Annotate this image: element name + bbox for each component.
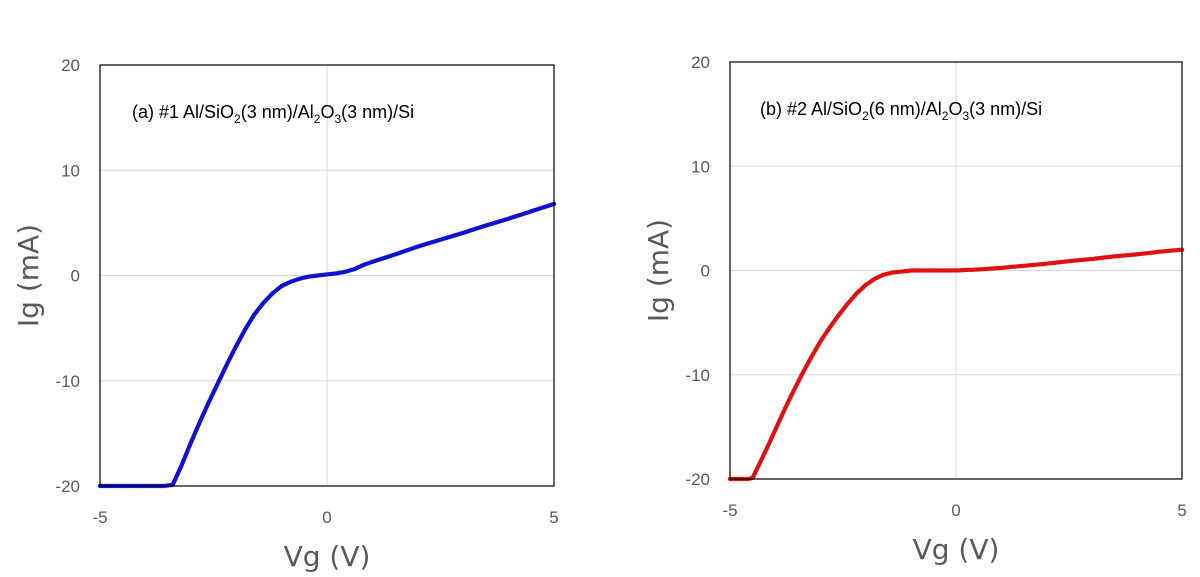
chart-a-x-tick-label: 0 xyxy=(322,508,331,527)
chart-b-annotation-sub3: 3 xyxy=(962,109,969,123)
chart-a-annotation-mid1: (3 nm)/Al xyxy=(241,102,314,122)
chart-b-x-axis-title: Vg (V) xyxy=(913,533,1000,566)
chart-b-y-tick-label: 10 xyxy=(691,157,710,176)
chart-a-annotation-sub2: 2 xyxy=(314,112,321,126)
chart-b-y-tick-label: 0 xyxy=(701,262,710,281)
chart-a-annotation-suffix: (3 nm)/Si xyxy=(341,102,414,122)
chart-b-annotation-mid1: (6 nm)/Al xyxy=(869,99,942,119)
chart-a-plot-frame xyxy=(99,64,555,487)
chart-b-plot-frame xyxy=(729,61,1183,480)
chart-b-annotation-sub1: 2 xyxy=(862,109,869,123)
chart-a-annotation-sub1: 2 xyxy=(234,112,241,126)
chart-b-annotation-sub2: 2 xyxy=(942,109,949,123)
chart-b: 20 10 0 -10 -20 -5 0 5 Ig (mA) Vg (V) (b) #2 A… xyxy=(642,53,1187,566)
chart-a-y-tick-label: 20 xyxy=(61,56,80,75)
chart-b-x-tick-label: 0 xyxy=(951,501,960,520)
chart-a-y-tick-label: -20 xyxy=(55,477,80,496)
chart-b-annotation-mid2: O xyxy=(948,99,962,119)
chart-b-y-tick-label: -20 xyxy=(685,470,710,489)
chart-b-x-tick-label: -5 xyxy=(722,501,737,520)
chart-a-x-tick-label: -5 xyxy=(92,508,107,527)
chart-b-y-tick-label: -10 xyxy=(685,366,710,385)
chart-b-annotation: (b) #2 Al/SiO2(6 nm)/Al2O3(3 nm)/Si xyxy=(760,99,1042,123)
chart-b-y-axis-title: Ig (mA) xyxy=(642,219,675,322)
chart-a-y-tick-label: 0 xyxy=(71,267,80,286)
chart-b-annotation-prefix: (b) #2 Al/SiO xyxy=(760,99,862,119)
chart-a-y-axis-title: Ig (mA) xyxy=(12,224,45,327)
chart-b-annotation-suffix: (3 nm)/Si xyxy=(969,99,1042,119)
chart-a-y-tick-label: -10 xyxy=(55,372,80,391)
chart-a-x-tick-label: 5 xyxy=(549,508,558,527)
chart-b-y-tick-labels: 20 10 0 -10 -20 xyxy=(685,53,710,489)
chart-b-x-tick-labels: -5 0 5 xyxy=(722,501,1186,520)
chart-a: 20 10 0 -10 -20 -5 0 5 Ig (mA) Vg (V) (a) #1 A… xyxy=(12,56,559,573)
chart-b-x-tick-label: 5 xyxy=(1177,501,1186,520)
chart-a-y-tick-label: 10 xyxy=(61,161,80,180)
chart-a-x-axis-title: Vg (V) xyxy=(284,540,371,573)
chart-a-x-tick-labels: -5 0 5 xyxy=(92,508,558,527)
chart-a-annotation-prefix: (a) #1 Al/SiO xyxy=(132,102,234,122)
chart-a-y-tick-labels: 20 10 0 -10 -20 xyxy=(55,56,80,496)
chart-b-y-tick-label: 20 xyxy=(691,53,710,72)
chart-a-annotation-sub3: 3 xyxy=(334,112,341,126)
chart-a-annotation-mid2: O xyxy=(320,102,334,122)
chart-a-annotation: (a) #1 Al/SiO2(3 nm)/Al2O3(3 nm)/Si xyxy=(132,102,414,126)
